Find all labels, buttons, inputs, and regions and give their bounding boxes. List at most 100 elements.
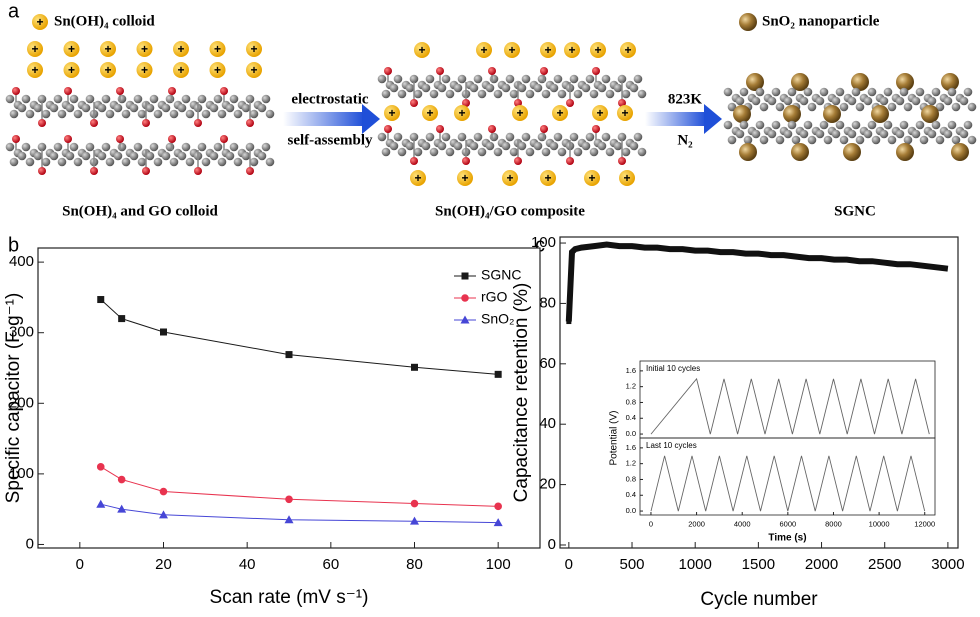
arrow-head	[362, 104, 380, 134]
carbon	[457, 132, 467, 142]
carbon	[943, 96, 953, 106]
carbon	[101, 142, 111, 152]
plus-sign: +	[141, 63, 148, 77]
plus-sign: +	[250, 63, 257, 77]
plus-sign: +	[31, 63, 38, 77]
plus-sign: +	[623, 171, 630, 185]
x-axis-label: Scan rate (mV s⁻¹)	[210, 587, 369, 608]
y-tick-label: 1.2	[626, 459, 636, 468]
carbon	[783, 96, 793, 106]
carbon	[819, 120, 829, 130]
y-tick-label: 0.0	[626, 429, 636, 438]
carbon	[621, 147, 631, 157]
legend-marker	[460, 315, 470, 324]
plus-sign: +	[426, 106, 433, 120]
y-tick-label: 60	[539, 355, 556, 372]
plus-sign: +	[461, 171, 468, 185]
carbon	[605, 147, 615, 157]
carbon	[633, 74, 643, 84]
marker	[118, 315, 126, 323]
carbon	[867, 87, 877, 97]
carbon	[445, 89, 455, 99]
nanoparticle	[896, 73, 914, 91]
carbon	[65, 103, 75, 113]
carbon	[759, 102, 769, 112]
carbon	[605, 89, 615, 99]
carbon	[41, 157, 51, 167]
carbon	[421, 83, 431, 93]
carbon	[883, 87, 893, 97]
colloid	[410, 170, 426, 186]
carbon	[261, 94, 271, 104]
carbon	[887, 135, 897, 145]
carbon	[121, 109, 131, 119]
plus-sign: +	[568, 43, 575, 57]
marker	[285, 351, 293, 359]
carbon	[831, 129, 841, 139]
carbon	[17, 103, 27, 113]
oxygen	[540, 67, 548, 75]
carbon	[899, 120, 909, 130]
plus-sign: +	[36, 15, 43, 29]
carbon	[851, 120, 861, 130]
carbon	[867, 120, 877, 130]
plus-sign: +	[594, 43, 601, 57]
plus-sign: +	[596, 106, 603, 120]
plus-sign: +	[214, 63, 221, 77]
oxygen	[384, 67, 392, 75]
carbon	[137, 109, 147, 119]
x-tick-label: 3000	[931, 556, 964, 573]
carbon	[601, 74, 611, 84]
carbon	[799, 129, 809, 139]
y-tick-label: 0	[548, 536, 556, 553]
marker	[117, 475, 126, 484]
carbon	[489, 74, 499, 84]
colloid	[504, 42, 520, 58]
carbon	[213, 94, 223, 104]
carbon	[767, 129, 777, 139]
nanoparticle	[951, 143, 969, 161]
colloid	[209, 62, 226, 78]
colloid	[540, 170, 556, 186]
carbon	[405, 83, 415, 93]
oxygen	[462, 99, 470, 107]
marker	[410, 516, 419, 525]
plus-sign: +	[104, 42, 111, 56]
carbon	[621, 89, 631, 99]
colloid	[457, 170, 473, 186]
plus-sign: +	[68, 63, 75, 77]
oxygen	[436, 125, 444, 133]
arrow	[283, 112, 364, 126]
carbon	[637, 89, 647, 99]
marker	[159, 487, 168, 496]
x-tick-label: 2000	[805, 556, 838, 573]
carbon	[541, 147, 551, 157]
y-tick-label: 300	[9, 324, 34, 341]
carbon	[405, 141, 415, 151]
y-tick-label: 1.2	[626, 382, 636, 391]
carbon	[473, 132, 483, 142]
carbon	[133, 94, 143, 104]
carbon	[935, 102, 945, 112]
colloid	[584, 170, 600, 186]
nanoparticle	[843, 143, 861, 161]
colloid	[552, 105, 568, 121]
carbon	[169, 109, 179, 119]
marker	[285, 495, 293, 504]
carbon	[177, 103, 187, 113]
carbon	[617, 132, 627, 142]
carbon	[855, 135, 865, 145]
carbon	[245, 142, 255, 152]
plot-bg	[560, 237, 958, 548]
x-tick-label: 8000	[825, 519, 842, 528]
carbon	[81, 103, 91, 113]
carbon	[919, 135, 929, 145]
carbon	[217, 109, 227, 119]
carbon	[469, 83, 479, 93]
carbon	[775, 135, 785, 145]
carbon	[597, 83, 607, 93]
colloid	[63, 41, 80, 57]
plus-sign: +	[621, 106, 628, 120]
colloid	[502, 170, 518, 186]
colloid	[384, 105, 400, 121]
